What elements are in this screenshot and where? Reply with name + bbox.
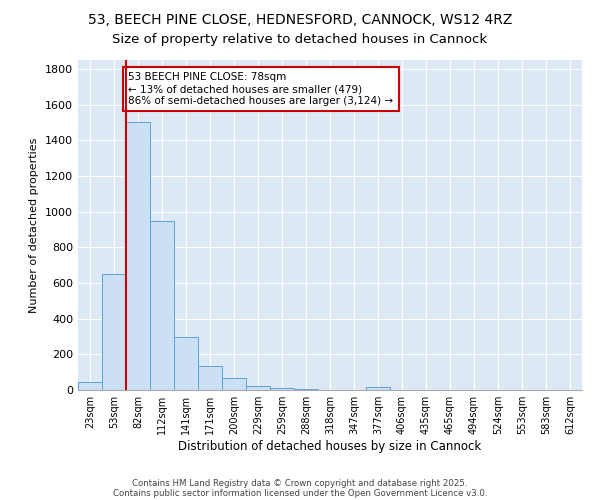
Bar [150,220,174,390]
Text: Contains HM Land Registry data © Crown copyright and database right 2025.: Contains HM Land Registry data © Crown c… [132,478,468,488]
Bar [198,366,222,390]
Bar [270,388,294,390]
X-axis label: Distribution of detached houses by size in Cannock: Distribution of detached houses by size … [178,440,482,453]
Bar [246,386,270,390]
Y-axis label: Number of detached properties: Number of detached properties [29,138,40,312]
Bar [174,338,198,390]
Bar [366,388,390,390]
Text: 53 BEECH PINE CLOSE: 78sqm
← 13% of detached houses are smaller (479)
86% of sem: 53 BEECH PINE CLOSE: 78sqm ← 13% of deta… [128,72,394,106]
Bar [222,378,246,390]
Text: Size of property relative to detached houses in Cannock: Size of property relative to detached ho… [112,32,488,46]
Bar [78,382,102,390]
Bar [294,389,318,390]
Bar [126,122,150,390]
Bar [102,274,126,390]
Text: Contains public sector information licensed under the Open Government Licence v3: Contains public sector information licen… [113,488,487,498]
Text: 53, BEECH PINE CLOSE, HEDNESFORD, CANNOCK, WS12 4RZ: 53, BEECH PINE CLOSE, HEDNESFORD, CANNOC… [88,12,512,26]
